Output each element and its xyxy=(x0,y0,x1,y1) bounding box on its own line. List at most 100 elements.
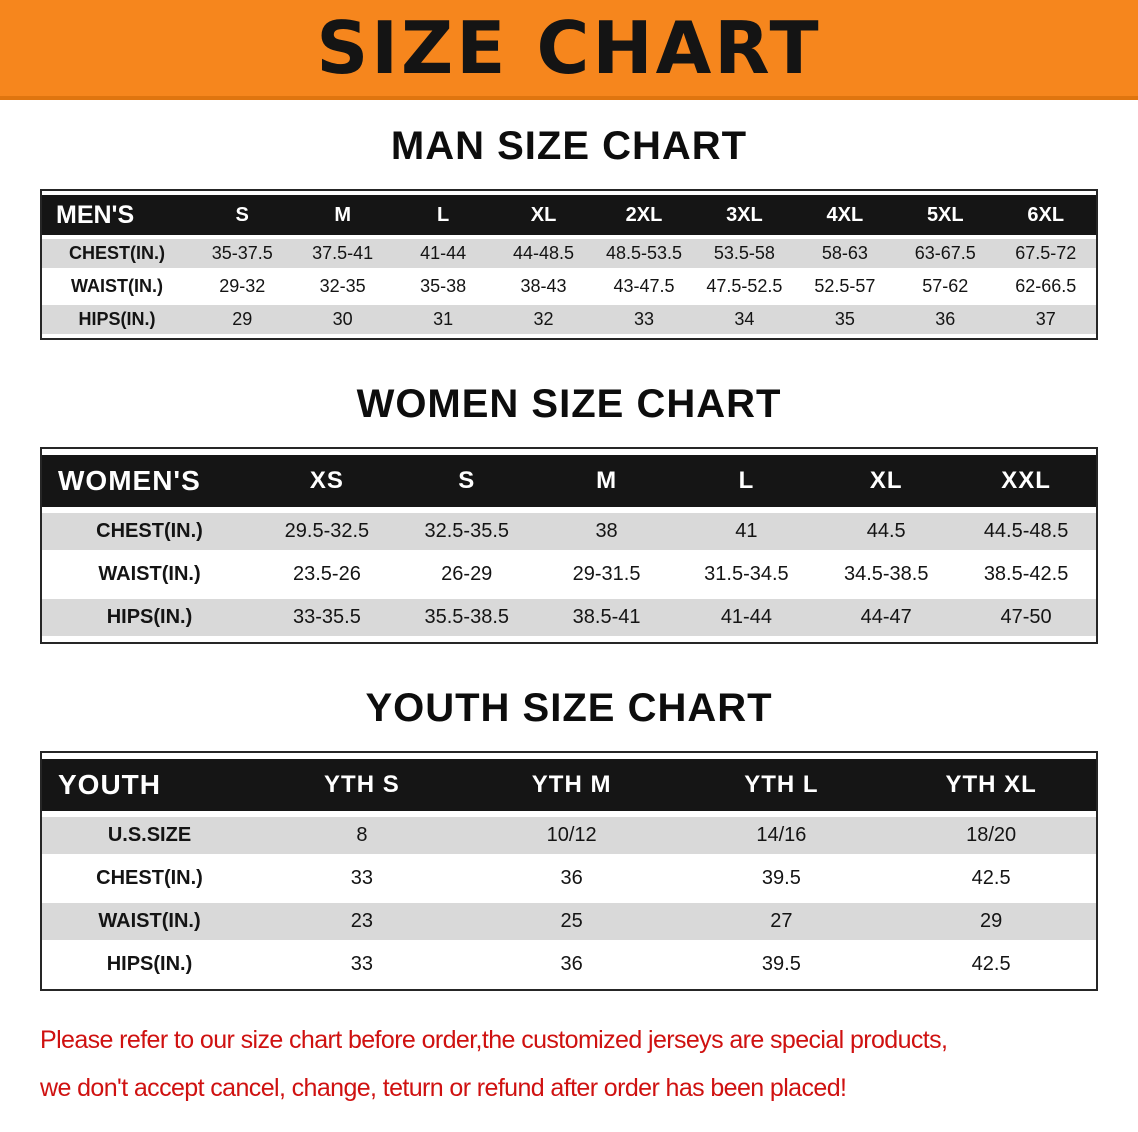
column-header: 4XL xyxy=(794,195,896,235)
table-row: CHEST(IN.) 35-37.5 37.5-41 41-44 44-48.5 48.5… xyxy=(42,239,1096,268)
value-cell: 33-35.5 xyxy=(257,599,397,636)
value-cell: 53.5-58 xyxy=(694,239,795,268)
table-row: HIPS(IN.) 33 36 39.5 42.5 xyxy=(42,946,1096,983)
value-cell: 44.5 xyxy=(816,513,957,550)
table-row: WAIST(IN.) 23 25 27 29 xyxy=(42,903,1096,940)
value-cell: 33 xyxy=(257,860,467,897)
value-cell: 39.5 xyxy=(676,946,887,983)
row-label-cell: HIPS(IN.) xyxy=(42,599,257,636)
youth-size-table-frame: YOUTH YTH S YTH M YTH L YTH XL U.S.SIZE 8 10/12… xyxy=(40,751,1098,991)
column-header: YTH L xyxy=(676,759,887,811)
header-row: WOMEN'S XS S M L XL XXL xyxy=(42,455,1096,507)
value-cell: 29-31.5 xyxy=(536,556,677,593)
youth-size-table: YOUTH YTH S YTH M YTH L YTH XL U.S.SIZE 8 10/12… xyxy=(42,753,1096,989)
column-header: YTH XL xyxy=(886,759,1096,811)
value-cell: 39.5 xyxy=(676,860,887,897)
value-cell: 43-47.5 xyxy=(593,272,695,301)
youth-section-heading: YOUTH SIZE CHART xyxy=(365,686,773,730)
value-cell: 29 xyxy=(886,903,1096,940)
value-cell: 41-44 xyxy=(676,599,817,636)
value-cell: 14/16 xyxy=(676,817,887,854)
page-title: SIZE CHART xyxy=(316,6,822,90)
value-cell: 35.5-38.5 xyxy=(396,599,537,636)
value-cell: 31.5-34.5 xyxy=(676,556,817,593)
table-row: CHEST(IN.) 33 36 39.5 42.5 xyxy=(42,860,1096,897)
value-cell: 29 xyxy=(192,305,293,334)
column-header: L xyxy=(676,455,817,507)
value-cell: 57-62 xyxy=(895,272,996,301)
value-cell: 23.5-26 xyxy=(257,556,397,593)
value-cell: 67.5-72 xyxy=(995,239,1096,268)
table-row: CHEST(IN.) 29.5-32.5 32.5-35.5 38 41 44.5 44.5… xyxy=(42,513,1096,550)
men-size-chart-section: MAN SIZE CHART MEN'S S M L XL 2XL 3XL 4XL 5XL 6XL… xyxy=(0,124,1138,340)
value-cell: 34.5-38.5 xyxy=(816,556,957,593)
value-cell: 42.5 xyxy=(886,946,1096,983)
row-label-cell: WAIST(IN.) xyxy=(42,903,257,940)
row-label-cell: CHEST(IN.) xyxy=(42,239,192,268)
row-label-cell: WAIST(IN.) xyxy=(42,272,192,301)
value-cell: 36 xyxy=(466,946,677,983)
value-cell: 41 xyxy=(676,513,817,550)
column-header: 5XL xyxy=(895,195,996,235)
value-cell: 25 xyxy=(466,903,677,940)
value-cell: 33 xyxy=(257,946,467,983)
men-size-table-frame: MEN'S S M L XL 2XL 3XL 4XL 5XL 6XL CHEST(IN.) 35-37… xyxy=(40,189,1098,340)
header-row: YOUTH YTH S YTH M YTH L YTH XL xyxy=(42,759,1096,811)
table-title-cell: WOMEN'S xyxy=(42,455,257,507)
value-cell: 38 xyxy=(536,513,677,550)
disclaimer: Please refer to our size chart before or… xyxy=(40,1017,1098,1112)
column-header: 3XL xyxy=(694,195,795,235)
value-cell: 31 xyxy=(392,305,494,334)
youth-size-chart-section: YOUTH SIZE CHART YOUTH YTH S YTH M YTH L YTH… xyxy=(0,686,1138,991)
value-cell: 32 xyxy=(493,305,594,334)
value-cell: 35 xyxy=(794,305,896,334)
row-label-cell: HIPS(IN.) xyxy=(42,946,257,983)
value-cell: 62-66.5 xyxy=(995,272,1096,301)
table-row: HIPS(IN.) 33-35.5 35.5-38.5 38.5-41 41-44 44-… xyxy=(42,599,1096,636)
men-section-heading: MAN SIZE CHART xyxy=(390,124,748,168)
column-header: XL xyxy=(816,455,957,507)
column-header: XL xyxy=(493,195,594,235)
column-header: M xyxy=(292,195,393,235)
table-row: U.S.SIZE 8 10/12 14/16 18/20 xyxy=(42,817,1096,854)
value-cell: 26-29 xyxy=(396,556,537,593)
women-size-table-frame: WOMEN'S XS S M L XL XXL CHEST(IN.) 29.5-32.5 32.5… xyxy=(40,447,1098,644)
value-cell: 63-67.5 xyxy=(895,239,996,268)
value-cell: 44.5-48.5 xyxy=(956,513,1096,550)
disclaimer-line-1: Please refer to our size chart before or… xyxy=(40,1026,948,1054)
value-cell: 42.5 xyxy=(886,860,1096,897)
row-label-cell: HIPS(IN.) xyxy=(42,305,192,334)
column-header: S xyxy=(396,455,537,507)
column-header: XS xyxy=(257,455,397,507)
table-row: HIPS(IN.) 29 30 31 32 33 34 35 36 37 xyxy=(42,305,1096,334)
table-row: WAIST(IN.) 29-32 32-35 35-38 38-43 43-47.5 47.… xyxy=(42,272,1096,301)
value-cell: 29-32 xyxy=(192,272,293,301)
value-cell: 41-44 xyxy=(392,239,494,268)
value-cell: 27 xyxy=(676,903,887,940)
value-cell: 35-37.5 xyxy=(192,239,293,268)
value-cell: 37.5-41 xyxy=(292,239,393,268)
column-header: YTH S xyxy=(257,759,467,811)
column-header: S xyxy=(192,195,293,235)
disclaimer-line-2: we don't accept cancel, change, teturn o… xyxy=(40,1073,847,1102)
column-header: M xyxy=(536,455,677,507)
table-title-cell: YOUTH xyxy=(42,759,257,811)
value-cell: 38.5-42.5 xyxy=(956,556,1096,593)
value-cell: 23 xyxy=(257,903,467,940)
value-cell: 10/12 xyxy=(466,817,677,854)
value-cell: 32-35 xyxy=(292,272,393,301)
value-cell: 48.5-53.5 xyxy=(593,239,695,268)
value-cell: 58-63 xyxy=(794,239,896,268)
row-label-cell: CHEST(IN.) xyxy=(42,860,257,897)
value-cell: 32.5-35.5 xyxy=(396,513,537,550)
value-cell: 33 xyxy=(593,305,695,334)
value-cell: 47-50 xyxy=(956,599,1096,636)
column-header: L xyxy=(392,195,494,235)
value-cell: 37 xyxy=(995,305,1096,334)
value-cell: 29.5-32.5 xyxy=(257,513,397,550)
value-cell: 36 xyxy=(466,860,677,897)
value-cell: 18/20 xyxy=(886,817,1096,854)
column-header: 2XL xyxy=(593,195,695,235)
value-cell: 38.5-41 xyxy=(536,599,677,636)
